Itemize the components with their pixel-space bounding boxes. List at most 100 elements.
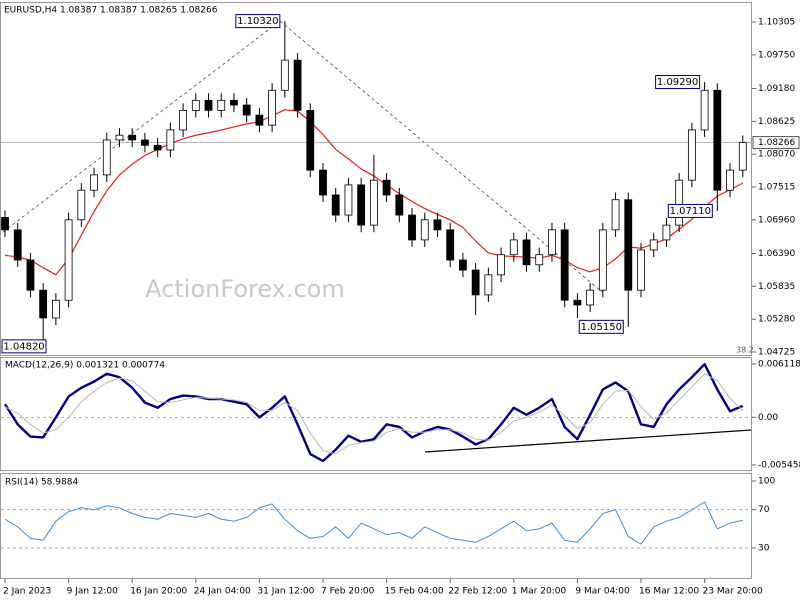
y-tick-label: 30 (758, 543, 770, 553)
candle-body (598, 229, 607, 291)
x-tick-label: 23 Mar 20:00 (703, 587, 763, 597)
candle-body (395, 194, 404, 216)
candle-body (90, 174, 98, 191)
candle-body (217, 99, 226, 111)
candle-body (548, 229, 556, 256)
x-tick-label: 15 Feb 04:00 (385, 587, 444, 597)
macd-panel (0, 357, 752, 471)
x-tick-label: 16 Jan 20:00 (130, 587, 187, 597)
candle-body (230, 99, 238, 106)
candle-body (509, 239, 518, 256)
price-panel (0, 2, 752, 356)
candle-body (459, 259, 467, 271)
candle-body (382, 179, 391, 196)
y-tick-label: 1.04725 (758, 347, 795, 357)
y-tick-label: 1.08625 (758, 117, 795, 127)
candle-body (573, 299, 582, 306)
candle-body (166, 129, 175, 151)
candle-body (611, 199, 620, 231)
rsi-title: RSI(14) 58.9884 (5, 478, 78, 488)
y-tick-label: 1.09180 (758, 84, 795, 94)
y-tick-label: 0.00 (758, 413, 778, 423)
candle-body (51, 299, 60, 319)
candle-body (306, 109, 315, 171)
annotation-box (578, 319, 624, 334)
annotation-label: 1.07110 (670, 206, 711, 217)
rsi-panel (0, 473, 752, 579)
x-tick-label: 16 Mar 12:00 (639, 587, 699, 597)
x-tick-label: 2 Jan 2023 (3, 587, 51, 597)
annotation-label: 1.10320 (237, 16, 278, 27)
candle-body (331, 194, 340, 216)
y-tick-label: 1.10305 (758, 17, 795, 27)
fib-label: 38.2 (736, 346, 754, 355)
y-tick-label: 1.06390 (758, 249, 795, 259)
candle-body (242, 104, 251, 116)
candle-body (484, 274, 493, 296)
chart-title: EURUSD,H4 1.08387 1.08387 1.08265 1.0826… (4, 6, 218, 16)
candle-body (179, 109, 187, 131)
candle-body (522, 239, 531, 266)
y-tick-label: 0.006118 (758, 360, 800, 370)
candle-body (420, 219, 429, 241)
candle-body (497, 254, 505, 276)
last-price-box (752, 136, 800, 150)
x-tick-label: 7 Feb 20:00 (321, 587, 375, 597)
candle-body (26, 259, 35, 291)
macd-title: MACD(12,26,9) 0.001321 0.000774 (5, 361, 165, 371)
candle-body (687, 129, 696, 181)
rsi-line (4, 501, 743, 545)
candle-body (293, 59, 302, 111)
y-tick-label: 1.07515 (758, 182, 795, 192)
candle-body (39, 289, 48, 319)
y-tick-label: 1.05280 (758, 315, 795, 325)
candle-body (446, 229, 455, 261)
candle-body (471, 269, 480, 296)
candle-body (738, 142, 747, 171)
x-tick-label: 24 Jan 04:00 (194, 587, 251, 597)
y-tick-label: 1.09750 (758, 50, 795, 60)
candle-body (408, 214, 416, 241)
y-tick-label: 70 (758, 505, 770, 515)
signal-line (4, 373, 744, 455)
candle-body (319, 169, 327, 196)
candle-body (268, 89, 277, 126)
x-tick-label: 22 Feb 12:00 (448, 587, 507, 597)
candle-body (115, 134, 124, 141)
candle-body (141, 139, 149, 146)
candle-body (675, 179, 684, 226)
candle-body (13, 229, 22, 261)
candle-body (535, 254, 544, 266)
candle-body (77, 189, 86, 221)
candle-body (713, 89, 722, 191)
candle-body (153, 144, 162, 151)
candle-body (726, 169, 734, 191)
y-tick-label: 1.06960 (758, 215, 795, 225)
candle-body (357, 184, 366, 226)
x-tick-label: 9 Mar 04:00 (575, 587, 630, 597)
candle-body (369, 179, 378, 226)
candle-body (586, 289, 595, 306)
candle-body (255, 114, 264, 126)
candle-body (191, 99, 200, 111)
annotation-box (235, 14, 281, 29)
y-tick-label: 1.05835 (758, 282, 795, 292)
annotation-label: 1.05150 (581, 322, 622, 333)
candle-body (280, 59, 289, 91)
y-tick-label: 100 (758, 476, 775, 486)
macd-trendline (424, 429, 752, 453)
last-price-label: 1.08266 (758, 138, 795, 148)
candle-body (64, 219, 73, 301)
candle-body (649, 239, 658, 251)
annotation-box (667, 203, 713, 218)
candle-body (637, 249, 645, 291)
candle-body (624, 199, 633, 291)
annotation-label: 1.04820 (3, 341, 44, 352)
candle-body (700, 89, 709, 131)
candle-body (560, 229, 569, 301)
y-tick-label: -0.005458 (758, 461, 800, 471)
candle-body (662, 224, 671, 241)
x-tick-label: 31 Jan 12:00 (257, 587, 314, 597)
